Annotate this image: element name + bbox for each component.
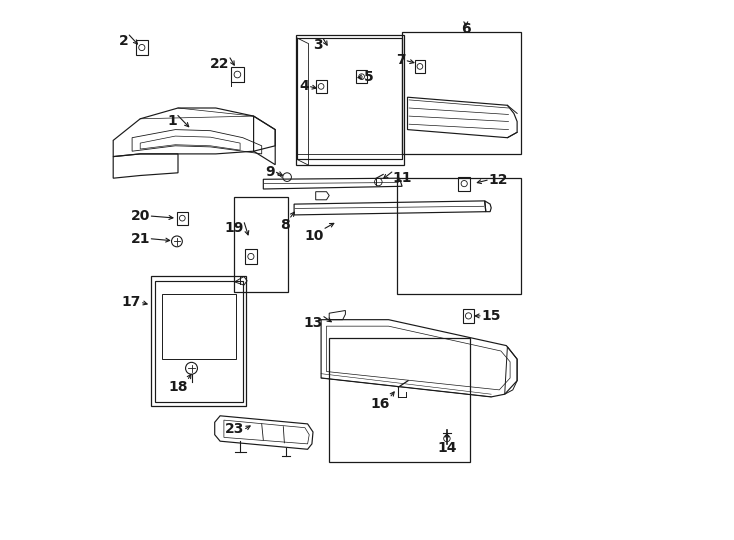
- Text: 17: 17: [122, 295, 141, 309]
- Text: 13: 13: [303, 316, 323, 330]
- Bar: [177, 212, 188, 225]
- Bar: [296, 35, 404, 165]
- Text: 19: 19: [225, 221, 244, 235]
- Text: 4: 4: [299, 79, 309, 93]
- Text: 3: 3: [313, 38, 323, 52]
- Bar: [458, 177, 470, 191]
- Text: 10: 10: [305, 229, 324, 243]
- Bar: [136, 40, 148, 55]
- Bar: [245, 249, 257, 264]
- Text: 7: 7: [396, 53, 406, 68]
- Text: 8: 8: [280, 218, 290, 232]
- Text: 20: 20: [131, 209, 150, 223]
- Text: 14: 14: [437, 441, 457, 455]
- Bar: [356, 70, 367, 83]
- Text: 5: 5: [364, 70, 374, 84]
- Text: 11: 11: [393, 171, 413, 185]
- Bar: [316, 80, 327, 93]
- Text: 6: 6: [461, 22, 470, 36]
- Bar: [396, 178, 521, 294]
- Bar: [402, 32, 521, 154]
- Text: 12: 12: [489, 173, 508, 187]
- Text: 9: 9: [266, 165, 275, 179]
- Text: 22: 22: [210, 57, 229, 71]
- Text: 1: 1: [167, 114, 177, 129]
- Bar: [151, 276, 245, 406]
- Text: 15: 15: [482, 309, 501, 323]
- Bar: [233, 197, 288, 292]
- Text: 21: 21: [131, 232, 150, 246]
- Text: 18: 18: [168, 380, 188, 394]
- Text: 16: 16: [371, 397, 390, 411]
- Bar: [415, 60, 425, 73]
- Bar: [231, 67, 244, 82]
- Bar: [330, 338, 470, 462]
- Text: 2: 2: [119, 34, 128, 48]
- Bar: [462, 309, 474, 323]
- Text: 23: 23: [225, 422, 244, 436]
